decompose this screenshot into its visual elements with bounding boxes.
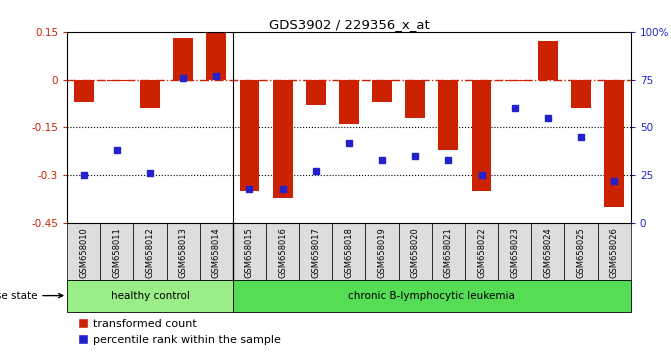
- Bar: [67, 280, 233, 312]
- Bar: [207, 32, 226, 80]
- Bar: [200, 223, 233, 280]
- Text: GSM658023: GSM658023: [510, 228, 519, 279]
- Bar: [140, 80, 160, 108]
- Text: GSM658022: GSM658022: [477, 228, 486, 278]
- Bar: [399, 223, 432, 280]
- Text: GSM658025: GSM658025: [576, 228, 586, 278]
- Bar: [173, 38, 193, 80]
- Bar: [538, 41, 558, 80]
- Bar: [272, 80, 293, 198]
- Text: healthy control: healthy control: [111, 291, 189, 301]
- Title: GDS3902 / 229356_x_at: GDS3902 / 229356_x_at: [268, 18, 429, 31]
- Text: GSM658026: GSM658026: [610, 228, 619, 279]
- Bar: [306, 80, 325, 105]
- Bar: [166, 223, 200, 280]
- Bar: [465, 223, 498, 280]
- Bar: [100, 223, 134, 280]
- Bar: [405, 80, 425, 118]
- Bar: [438, 80, 458, 150]
- Bar: [240, 80, 260, 191]
- Text: GSM658024: GSM658024: [544, 228, 552, 278]
- Text: GSM658011: GSM658011: [112, 228, 121, 278]
- Bar: [366, 223, 399, 280]
- Bar: [571, 80, 591, 108]
- Text: GSM658017: GSM658017: [311, 228, 320, 279]
- Bar: [432, 223, 465, 280]
- Bar: [74, 80, 94, 102]
- Bar: [233, 280, 631, 312]
- Bar: [472, 80, 491, 191]
- Bar: [598, 223, 631, 280]
- Text: GSM658020: GSM658020: [411, 228, 420, 278]
- Text: GSM658015: GSM658015: [245, 228, 254, 278]
- Text: chronic B-lymphocytic leukemia: chronic B-lymphocytic leukemia: [348, 291, 515, 301]
- Bar: [339, 80, 359, 124]
- Bar: [67, 223, 100, 280]
- Bar: [505, 80, 525, 81]
- Bar: [498, 223, 531, 280]
- Text: GSM658021: GSM658021: [444, 228, 453, 278]
- Legend: transformed count, percentile rank within the sample: transformed count, percentile rank withi…: [72, 315, 285, 349]
- Bar: [266, 223, 299, 280]
- Bar: [372, 80, 392, 102]
- Text: GSM658014: GSM658014: [212, 228, 221, 278]
- Bar: [233, 223, 266, 280]
- Bar: [531, 223, 564, 280]
- Text: GSM658019: GSM658019: [378, 228, 386, 278]
- Bar: [134, 223, 166, 280]
- Text: GSM658018: GSM658018: [344, 228, 354, 279]
- Bar: [604, 80, 624, 207]
- Bar: [564, 223, 598, 280]
- Text: GSM658016: GSM658016: [278, 228, 287, 279]
- Bar: [107, 80, 127, 81]
- Text: disease state: disease state: [0, 291, 63, 301]
- Text: GSM658010: GSM658010: [79, 228, 88, 278]
- Bar: [332, 223, 366, 280]
- Text: GSM658012: GSM658012: [146, 228, 154, 278]
- Text: GSM658013: GSM658013: [178, 228, 188, 279]
- Bar: [299, 223, 332, 280]
